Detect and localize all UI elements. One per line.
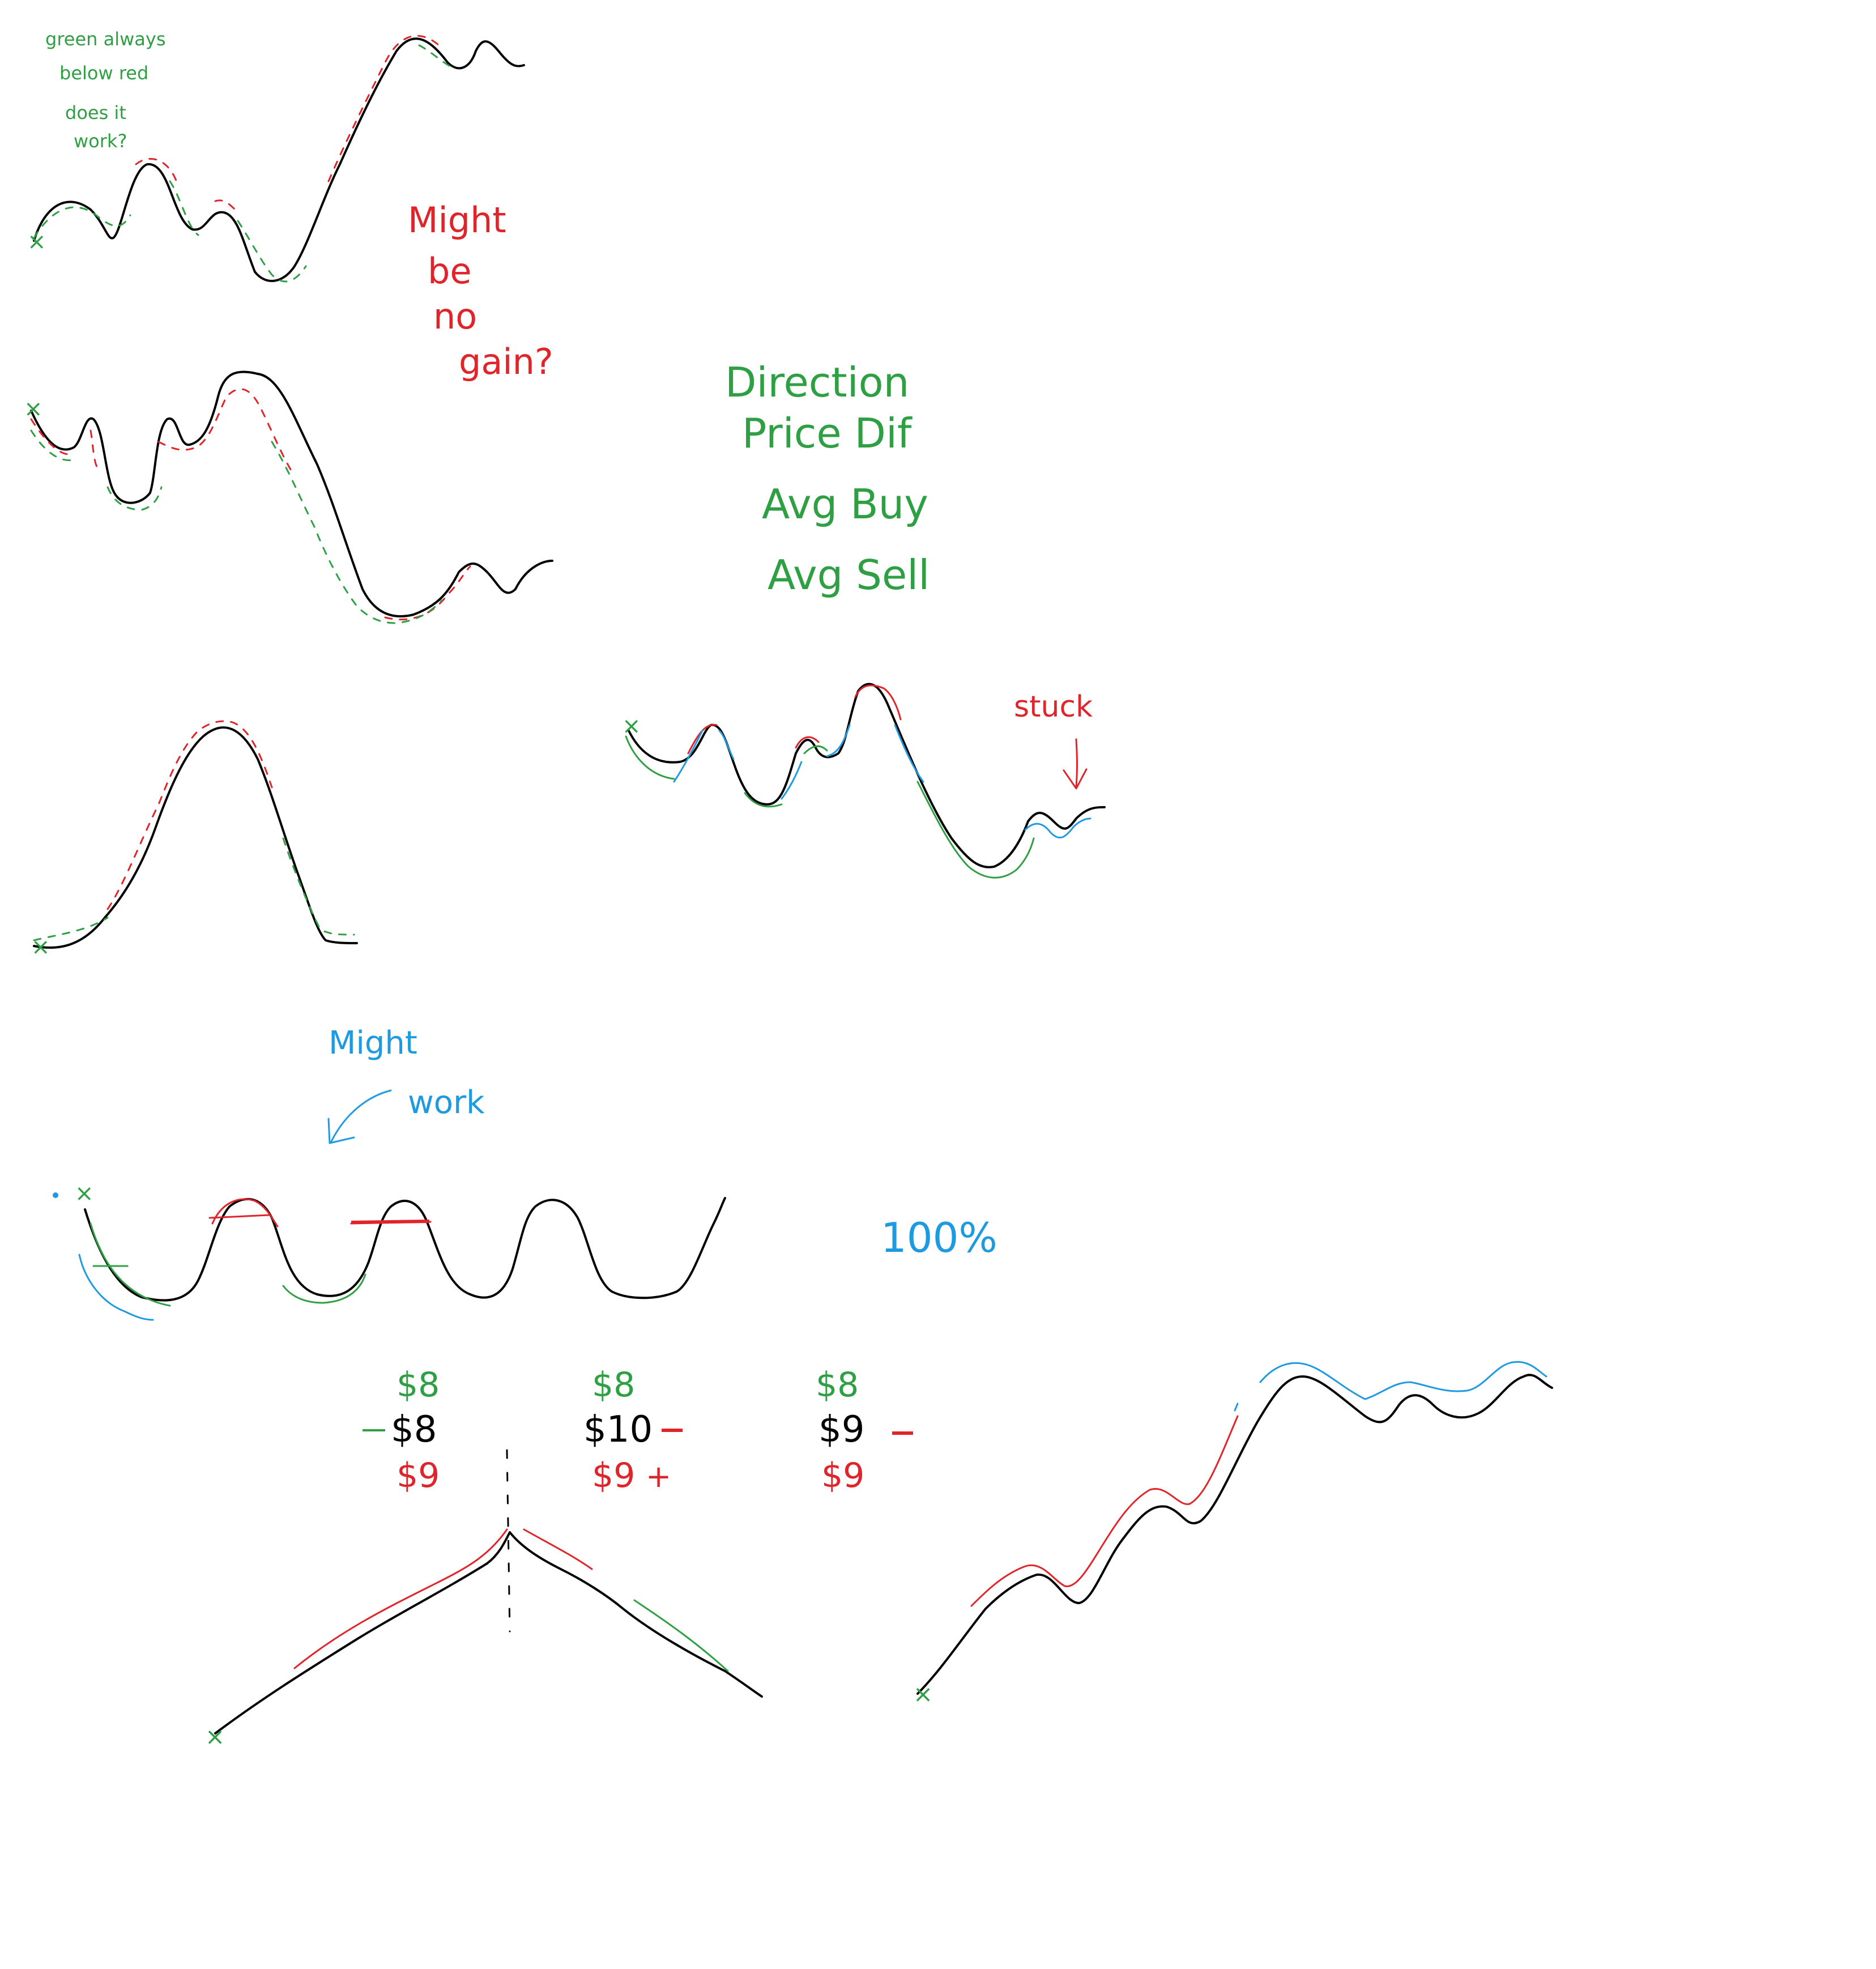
sketch-3-green-line [33,837,355,941]
might-work-line-1: Might [329,1025,417,1062]
might-work-note: Might work [327,1025,485,1144]
sketch-2: × [24,370,553,624]
sketch-3-start-mark: × [31,934,50,960]
sketch-3-hump: × [31,720,358,960]
sketch-2-start-mark: × [24,396,43,422]
case-2-plus-mark: + [646,1459,671,1494]
case-3-avg-buy: $8 [816,1365,859,1405]
sketch-3-red-line [106,720,273,910]
might-work-line-2: work [408,1084,485,1121]
case-1-price: $8 [391,1409,437,1451]
might-be-no-gain-note: Might be no gain? [408,199,553,382]
case-2-avg-sell: $9 [592,1456,635,1495]
sketch-4-stuck: × stuck [622,683,1106,879]
no-gain-line-3: no [433,296,477,337]
sketch-5-start-mark: × [75,1180,94,1207]
sketch-3-price-line [33,726,358,949]
no-gain-line-1: Might [408,199,506,241]
sketch-5-price-line [84,1197,726,1302]
sketch-1-start-mark: × [27,229,46,255]
case-3-avg-sell: $9 [821,1456,864,1495]
sketch-4-blue-line [673,724,1092,839]
sketch-6-green-line [633,1599,729,1672]
sketch-4-start-mark: × [622,713,641,739]
sketch-1-price-line [33,37,525,282]
sketch-2-price-line [30,370,553,617]
sketch-5-blue-dot [53,1192,58,1198]
green-note-line-3: does it [65,102,126,123]
sketch-5-oscillation: × 100% [53,1180,997,1321]
metric-avg-sell: Avg Sell [768,551,930,599]
metric-price-dif: Price Dif [742,410,913,457]
green-note-line-4: work? [74,130,127,152]
sketch-1-green-line [33,44,454,283]
sketch-2-green-line [30,429,443,624]
sketch-6-divider [506,1449,511,1633]
sketch-7-start-mark: × [913,1680,933,1708]
sketch-4-price-line [628,683,1106,868]
price-cases: $8 $8 $9 $8 $10 $9 + $8 $9 $9 [363,1365,913,1495]
case-2-avg-buy: $8 [592,1365,635,1405]
metric-avg-buy: Avg Buy [762,480,928,528]
sketch-4-green-line [625,735,1035,879]
case-1-avg-buy: $8 [396,1365,440,1405]
sketch-7-blue-line [1234,1361,1547,1412]
green-note-line-2: below red [59,62,148,84]
sketch-7-red-line [970,1415,1239,1607]
sketch-6-price-line [214,1531,763,1734]
sketch-5-blue-line [78,1254,154,1321]
sketch-4-red-line [687,684,902,755]
no-gain-line-2: be [428,250,472,292]
sketch-2-red-line [30,388,471,621]
metrics-note: Direction Price Dif Avg Buy Avg Sell [725,359,930,599]
sketch-6-red-line [293,1528,593,1669]
sketch-1-red-line [135,35,440,214]
hundred-percent-label: 100% [881,1214,997,1261]
sketch-6-start-mark: × [205,1723,225,1750]
case-1-avg-sell: $9 [396,1456,440,1495]
metric-direction: Direction [725,359,909,406]
sketch-7-uptrend: × [913,1361,1553,1708]
sketch-5-red-bar [351,1220,430,1224]
no-gain-line-4: gain? [459,341,553,382]
might-work-arrow-icon [327,1089,392,1144]
green-note-line-1: green always [45,28,165,50]
stuck-arrow-icon [1063,738,1088,790]
stuck-label: stuck [1014,690,1093,724]
case-3-price: $9 [818,1409,864,1451]
sketch-5-green-troughs [89,1222,366,1307]
sketch-6-peak: × [205,1449,763,1750]
case-2-price: $10 [583,1409,653,1451]
sketch-7-price-line [916,1374,1553,1695]
sketch-1-green-below-red: × green always below red does it work? [27,28,525,283]
